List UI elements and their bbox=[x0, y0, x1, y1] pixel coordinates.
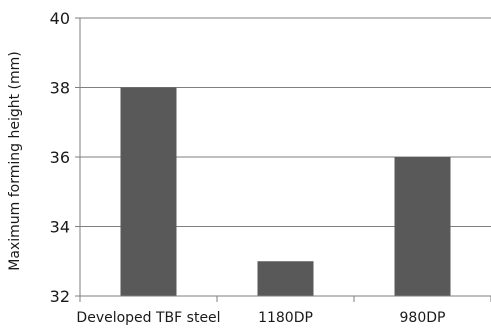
y-axis-title: Maximum forming height (mm) bbox=[7, 51, 23, 270]
axis-labels: 32 34 36 38 40 Developed TBF steel 1180DP 980DP bbox=[50, 9, 446, 326]
x-category-label: 1180DP bbox=[258, 310, 313, 325]
y-tick-label: 32 bbox=[50, 287, 70, 306]
bars bbox=[120, 87, 451, 296]
bar bbox=[394, 157, 451, 296]
y-tick-label: 36 bbox=[50, 148, 70, 167]
x-category-label: 980DP bbox=[400, 310, 446, 325]
y-tick-label: 34 bbox=[50, 218, 70, 237]
bar bbox=[120, 87, 177, 296]
bar bbox=[257, 261, 314, 296]
x-category-label: Developed TBF steel bbox=[76, 310, 220, 325]
y-tick-label: 38 bbox=[50, 79, 70, 98]
axes bbox=[75, 17, 491, 302]
y-tick-label: 40 bbox=[50, 9, 70, 28]
